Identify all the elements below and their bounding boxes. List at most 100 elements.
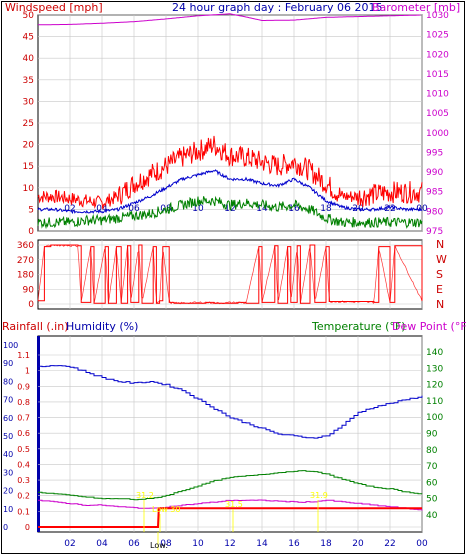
barometer-ticks: 975 980 985 990 995 1000 1005 1010 1015 1020 1025 1… — [426, 11, 449, 237]
barometer-tick-label: 1025 — [426, 31, 449, 41]
rainfall-ticks: 0 0.1 0.2 0.3 0.4 0.5 0.6 0.7 0.8 0.9 1 1.1 — [17, 351, 30, 532]
humidity-tick-label: 90 — [3, 359, 13, 368]
barometer-tick-label: 1010 — [426, 90, 449, 100]
graph-title: 24 hour graph day : February 06 2015 — [172, 1, 383, 14]
barometer-tick-label: 1015 — [426, 70, 449, 80]
humidity-tick-label: 0 — [3, 523, 8, 532]
direction-panel-grid — [38, 240, 423, 309]
temperature-tick-label: 100 — [426, 413, 443, 423]
barometer-tick-label: 990 — [426, 168, 443, 178]
rainfall-line — [38, 507, 422, 528]
humidity-axis-label: Humidity (%) — [66, 320, 138, 333]
humidity-tick-label: 80 — [3, 377, 13, 386]
temperature-axis-label: Temperature (°F) — [311, 320, 406, 333]
direction-degree-label: 360 — [17, 241, 34, 251]
windspeed-tick-label: 40 — [23, 54, 35, 64]
wind-series — [37, 13, 423, 230]
rainfall-tick-label: 0 — [25, 523, 30, 532]
windspeed-tick-label: 45 — [23, 33, 34, 43]
direction-degree-label: 0 — [28, 300, 34, 310]
thermo-hour-tick-label: 12 — [224, 539, 235, 549]
temperature-tick-label: 80 — [426, 446, 438, 456]
humidity-tick-label: 20 — [3, 487, 13, 496]
direction-compass-label: S — [436, 268, 443, 281]
barometer-tick-label: 980 — [426, 207, 443, 217]
barometer-tick-label: 975 — [426, 227, 443, 237]
humidity-tick-label: 70 — [3, 396, 13, 405]
thermo-panel-grid — [38, 336, 423, 532]
thermo-series — [38, 365, 423, 528]
barometer-tick-label: 1005 — [426, 109, 449, 119]
direction-compass-label: N — [436, 298, 444, 311]
barometer-tick-label: 1000 — [426, 129, 449, 139]
annotation-label: 31.5 — [225, 500, 243, 509]
rainfall-tick-label: 0.5 — [17, 445, 30, 454]
humidity-tick-label: 10 — [3, 505, 13, 514]
wind-hour-tick-label: 10 — [192, 204, 204, 214]
wind-direction-texture — [37, 244, 423, 305]
rainfall-tick-label: 1 — [25, 367, 30, 376]
rainfall-axis-label: Rainfall (.in) — [2, 320, 69, 333]
windspeed-tick-label: 15 — [23, 162, 34, 172]
wind-hour-tick-label: 16 — [288, 204, 300, 214]
annotation-label: 31.9 — [310, 491, 328, 500]
direction-degree-label: 270 — [17, 256, 34, 266]
thermo-hour-tick-label: 04 — [96, 539, 108, 549]
direction-compass-label: E — [436, 283, 443, 296]
rainfall-tick-label: 0.9 — [17, 382, 30, 391]
thermo-hour-tick-label: 20 — [352, 539, 364, 549]
thermo-hour-tick-label: 10 — [192, 539, 204, 549]
direction-degree-ticks: 0 90 180 270 360 — [17, 241, 34, 310]
thermo-hour-tick-label: 00 — [416, 539, 428, 549]
rainfall-tick-label: 0.4 — [17, 460, 30, 469]
barometer-tick-label: 985 — [426, 188, 443, 198]
temperature-ticks: 40 50 60 70 80 90 100 110 120 130 140 — [426, 348, 443, 521]
windspeed-ticks: 0 5 10 15 20 25 30 35 40 45 50 — [23, 11, 35, 237]
barometer-tick-label: 1020 — [426, 50, 449, 60]
temperature-line — [38, 470, 423, 501]
barometer-tick-label: 995 — [426, 148, 443, 158]
direction-degree-label: 180 — [17, 271, 34, 281]
temperature-tick-label: 60 — [426, 478, 438, 488]
windspeed-tick-label: 20 — [23, 141, 35, 151]
windspeed-tick-label: 0 — [28, 227, 34, 237]
rainfall-tick-label: 0.1 — [17, 507, 30, 516]
thermo-annotations: 31.2 Low: Low 30 31.5 31.9 — [136, 491, 328, 550]
thermo-hour-tick-label: 22 — [384, 539, 395, 549]
humidity-temperature-panel: 0 0.1 0.2 0.3 0.4 0.5 0.6 0.7 0.8 0.9 1 1.1 0 10 20 30… — [3, 335, 443, 550]
thermo-hour-tick-label: 14 — [256, 539, 268, 549]
wind-gust-line — [37, 135, 423, 210]
windspeed-axis-label: Windspeed [mph] — [5, 1, 103, 14]
thermo-hour-tick-label: 06 — [128, 539, 140, 549]
barometer-line — [38, 13, 421, 26]
thermo-hour-tick-label: 02 — [64, 539, 75, 549]
humidity-ticks: 0 10 20 30 40 50 60 70 80 90 100 — [3, 341, 18, 532]
rainfall-tick-label: 0.7 — [17, 414, 30, 423]
windspeed-tick-label: 50 — [23, 11, 35, 21]
windspeed-tick-label: 35 — [23, 76, 34, 86]
wind-hour-tick-label: 08 — [160, 204, 172, 214]
annotation-label: 31.2 — [136, 491, 154, 500]
humidity-tick-label: 100 — [3, 341, 18, 350]
temperature-tick-label: 120 — [426, 381, 443, 391]
wind-hour-tick-label: 00 — [416, 204, 428, 214]
direction-series — [37, 244, 423, 305]
wind-hour-tick-label: 06 — [128, 204, 140, 214]
thermo-hour-tick-label: 18 — [320, 539, 332, 549]
wind-hour-tick-label: 18 — [320, 204, 332, 214]
windspeed-tick-label: 30 — [23, 97, 35, 107]
rainfall-tick-label: 1.1 — [17, 351, 30, 360]
humidity-line — [38, 365, 423, 439]
windspeed-tick-label: 10 — [23, 184, 35, 194]
rainfall-tick-label: 0.3 — [17, 476, 30, 485]
wind-minimum-line — [37, 195, 423, 230]
temperature-tick-label: 90 — [426, 430, 438, 440]
temperature-tick-label: 50 — [426, 495, 438, 505]
annotation-label: Low 30 — [152, 505, 180, 514]
wind-hour-tick-label: 14 — [256, 204, 268, 214]
wind-direction-line — [38, 244, 423, 304]
direction-compass-label: W — [436, 253, 447, 266]
